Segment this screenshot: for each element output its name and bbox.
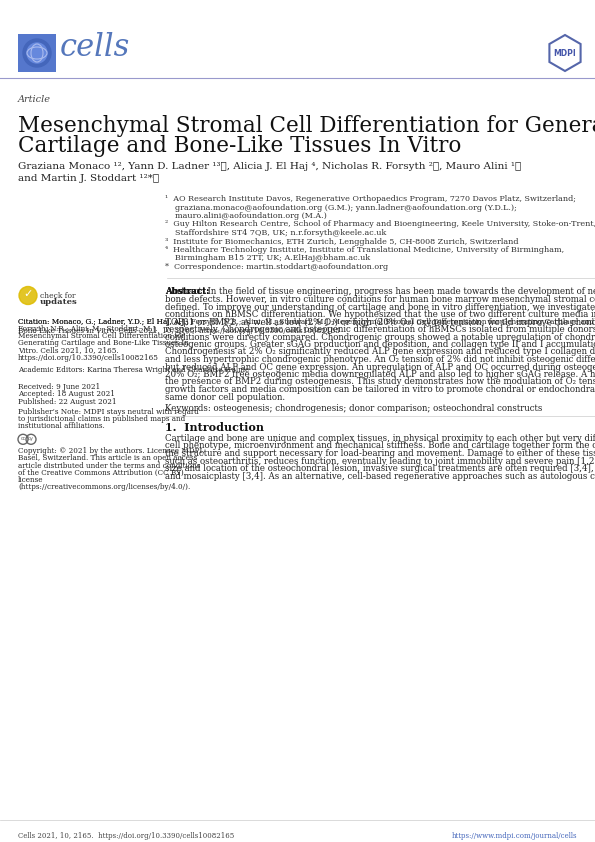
Text: Received: 9 June 2021: Received: 9 June 2021 bbox=[18, 383, 100, 391]
Text: Generating Cartilage and Bone-Like Tissues In: Generating Cartilage and Bone-Like Tissu… bbox=[18, 339, 189, 347]
Text: defined. To improve our understanding of cartilage and bone in vitro differentia: defined. To improve our understanding of… bbox=[165, 302, 595, 312]
Text: such as osteoarthritis, reduces function, eventually leading to joint immobility: such as osteoarthritis, reduces function… bbox=[165, 456, 595, 466]
Text: Keywords: osteogenesis; chondrogenesis; donor comparison; osteochondral construc: Keywords: osteogenesis; chondrogenesis; … bbox=[165, 404, 543, 413]
Text: license: license bbox=[18, 476, 43, 484]
Text: the presence of BMP2 during osteogenesis. This study demonstrates how the modula: the presence of BMP2 during osteogenesis… bbox=[165, 377, 595, 386]
Text: Mesenchymal Stromal Cell Differentiation for: Mesenchymal Stromal Cell Differentiation… bbox=[18, 332, 184, 340]
Text: Vitro. Cells 2021, 10, 2165.: Vitro. Cells 2021, 10, 2165. bbox=[18, 346, 118, 354]
Text: cell phenotype, microenvironment and mechanical stiffness. Bone and cartilage to: cell phenotype, microenvironment and mec… bbox=[165, 441, 595, 450]
Text: Abstract:: Abstract: bbox=[165, 287, 209, 296]
Text: Publisher’s Note: MDPI stays neutral with regard: Publisher’s Note: MDPI stays neutral wit… bbox=[18, 408, 199, 416]
Text: to jurisdictional claims in published maps and: to jurisdictional claims in published ma… bbox=[18, 415, 185, 423]
Text: Academic Editors: Karina Theresa Wright and Charlotte Hulme: Academic Editors: Karina Theresa Wright … bbox=[18, 365, 249, 374]
Text: Citation: Monaco, G.; Ladner, Y.D.; El Haj, A.J.; Forsyth, N.R.; Alini, M.; Stod: Citation: Monaco, G.; Ladner, Y.D.; El H… bbox=[18, 317, 594, 335]
Text: (https://creativecommons.org/licenses/by/4.0/).: (https://creativecommons.org/licenses/by… bbox=[18, 483, 190, 491]
Text: Graziana Monaco ¹², Yann D. Ladner ¹³ⓘ, Alicia J. El Haj ⁴, Nicholas R. Forsyth : Graziana Monaco ¹², Yann D. Ladner ¹³ⓘ, … bbox=[18, 162, 521, 171]
Text: and less hypertrophic chondrogenic phenotype. An O₂ tension of 2% did not inhibi: and less hypertrophic chondrogenic pheno… bbox=[165, 355, 595, 364]
Text: Abstract:: Abstract: bbox=[165, 287, 209, 296]
Text: Cartilage and Bone-Like Tissues In Vitro: Cartilage and Bone-Like Tissues In Vitro bbox=[18, 135, 461, 157]
Text: Accepted: 18 August 2021: Accepted: 18 August 2021 bbox=[18, 390, 115, 398]
Text: mauro.alini@aofoundation.org (M.A.): mauro.alini@aofoundation.org (M.A.) bbox=[165, 212, 327, 220]
Text: TGFβ1 or BMP2, as well as low (2% O₂) or high (20% O₂) oxygen tension, would imp: TGFβ1 or BMP2, as well as low (2% O₂) or… bbox=[165, 317, 595, 327]
Text: Citation: Monaco, G.; Ladner, Y.D.; El Haj, A.J.;: Citation: Monaco, G.; Ladner, Y.D.; El H… bbox=[18, 317, 189, 326]
Text: institutional affiliations.: institutional affiliations. bbox=[18, 422, 105, 430]
Text: and mosaicplasty [3,4]. As an alternative, cell-based regenerative approaches su: and mosaicplasty [3,4]. As an alternativ… bbox=[165, 472, 595, 481]
Text: same donor cell population.: same donor cell population. bbox=[165, 392, 285, 402]
Text: and Martin J. Stoddart ¹²*ⓘ: and Martin J. Stoddart ¹²*ⓘ bbox=[18, 174, 159, 183]
Text: Basel, Switzerland. This article is an open access: Basel, Switzerland. This article is an o… bbox=[18, 455, 198, 462]
Text: of the Creative Commons Attribution (CC BY): of the Creative Commons Attribution (CC … bbox=[18, 469, 184, 477]
Text: https://doi.org/10.3390/cells10082165: https://doi.org/10.3390/cells10082165 bbox=[18, 354, 159, 361]
Text: bone defects. However, in vitro culture conditions for human bone marrow mesench: bone defects. However, in vitro culture … bbox=[165, 295, 595, 304]
Text: Staffordshire ST4 7QB, UK; n.r.forsyth@keele.ac.uk: Staffordshire ST4 7QB, UK; n.r.forsyth@k… bbox=[165, 229, 386, 237]
Text: article distributed under the terms and conditions: article distributed under the terms and … bbox=[18, 461, 201, 470]
Text: ²  Guy Hilton Research Centre, School of Pharmacy and Bioengineering, Keele Univ: ² Guy Hilton Research Centre, School of … bbox=[165, 221, 595, 228]
Text: graziana.monaco@aofoundation.org (G.M.); yann.ladner@aofoundation.org (Y.D.L.);: graziana.monaco@aofoundation.org (G.M.);… bbox=[165, 204, 517, 211]
Text: Abstract: In the field of tissue engineering, progress has been made towards the: Abstract: In the field of tissue enginee… bbox=[165, 287, 595, 296]
Text: 1.  Introduction: 1. Introduction bbox=[165, 422, 264, 433]
FancyBboxPatch shape bbox=[18, 34, 56, 72]
Circle shape bbox=[19, 286, 37, 305]
Text: https://www.mdpi.com/journal/cells: https://www.mdpi.com/journal/cells bbox=[452, 832, 577, 840]
Text: updates: updates bbox=[40, 299, 78, 306]
Text: cells: cells bbox=[60, 33, 130, 63]
Text: ⁴  Healthcare Technology Institute, Institute of Translational Medicine, Univers: ⁴ Healthcare Technology Institute, Insti… bbox=[165, 246, 564, 254]
Text: ¹  AO Research Institute Davos, Regenerative Orthopaedics Program, 7270 Davos Pl: ¹ AO Research Institute Davos, Regenerat… bbox=[165, 195, 576, 203]
Text: Chondrogenesis at 2% O₂ significantly reduced ALP gene expression and reduced ty: Chondrogenesis at 2% O₂ significantly re… bbox=[165, 348, 595, 356]
Text: check for: check for bbox=[40, 291, 76, 300]
Text: Mesenchymal Stromal Cell Differentiation for Generating: Mesenchymal Stromal Cell Differentiation… bbox=[18, 115, 595, 137]
Text: Published: 22 August 2021: Published: 22 August 2021 bbox=[18, 397, 117, 406]
Text: Birmingham B15 2TT, UK; A.ElHaj@bham.ac.uk: Birmingham B15 2TT, UK; A.ElHaj@bham.ac.… bbox=[165, 254, 370, 263]
Text: Cells 2021, 10, 2165.  https://doi.org/10.3390/cells10082165: Cells 2021, 10, 2165. https://doi.org/10… bbox=[18, 832, 234, 840]
Text: respectively. Chondrogenic and osteogenic differentiation of hBMSCs isolated fro: respectively. Chondrogenic and osteogeni… bbox=[165, 325, 595, 334]
Text: Forsyth, N.R.; Alini, M.; Stoddart, M.J.: Forsyth, N.R.; Alini, M.; Stoddart, M.J. bbox=[18, 325, 157, 333]
Text: growth factors and media composition can be tailored in vitro to promote chondra: growth factors and media composition can… bbox=[165, 385, 595, 394]
Text: size and location of the osteochondral lesion, invasive surgical treatments are : size and location of the osteochondral l… bbox=[165, 464, 595, 473]
Text: ✓: ✓ bbox=[23, 290, 33, 300]
Circle shape bbox=[23, 39, 51, 67]
Text: ³  Institute for Biomechanics, ETH Zurich, Lengghalde 5, CH-8008 Zurich, Switzer: ³ Institute for Biomechanics, ETH Zurich… bbox=[165, 237, 518, 246]
Text: Cartilage and bone are unique and complex tissues, in physical proximity to each: Cartilage and bone are unique and comple… bbox=[165, 434, 595, 443]
Text: conditions were directly compared. Chondrogenic groups showed a notable upregula: conditions were directly compared. Chond… bbox=[165, 333, 595, 342]
Text: conditions on hBMSC differentiation. We hypothesized that the use of two differe: conditions on hBMSC differentiation. We … bbox=[165, 310, 595, 319]
Circle shape bbox=[27, 43, 47, 63]
Text: *  Correspondence: martin.stoddart@aofoundation.org: * Correspondence: martin.stoddart@aofoun… bbox=[165, 263, 388, 271]
Text: but reduced ALP and OC gene expression. An upregulation of ALP and OC occurred d: but reduced ALP and OC gene expression. … bbox=[165, 363, 595, 371]
Text: by: by bbox=[28, 436, 34, 441]
Text: the structure and support necessary for load-bearing and movement. Damage to eit: the structure and support necessary for … bbox=[165, 449, 595, 458]
Text: 20% O₂; BMP2 free osteogenic media downregulated ALP and also led to higher sGAG: 20% O₂; BMP2 free osteogenic media downr… bbox=[165, 370, 595, 379]
Text: MDPI: MDPI bbox=[553, 49, 577, 57]
Text: cc: cc bbox=[20, 436, 26, 441]
Text: Copyright: © 2021 by the authors. Licensee MDPI,: Copyright: © 2021 by the authors. Licens… bbox=[18, 447, 205, 456]
Text: osteogenic groups. Greater sGAG production and deposition, and collagen type II : osteogenic groups. Greater sGAG producti… bbox=[165, 340, 595, 349]
Text: Article: Article bbox=[18, 95, 51, 104]
